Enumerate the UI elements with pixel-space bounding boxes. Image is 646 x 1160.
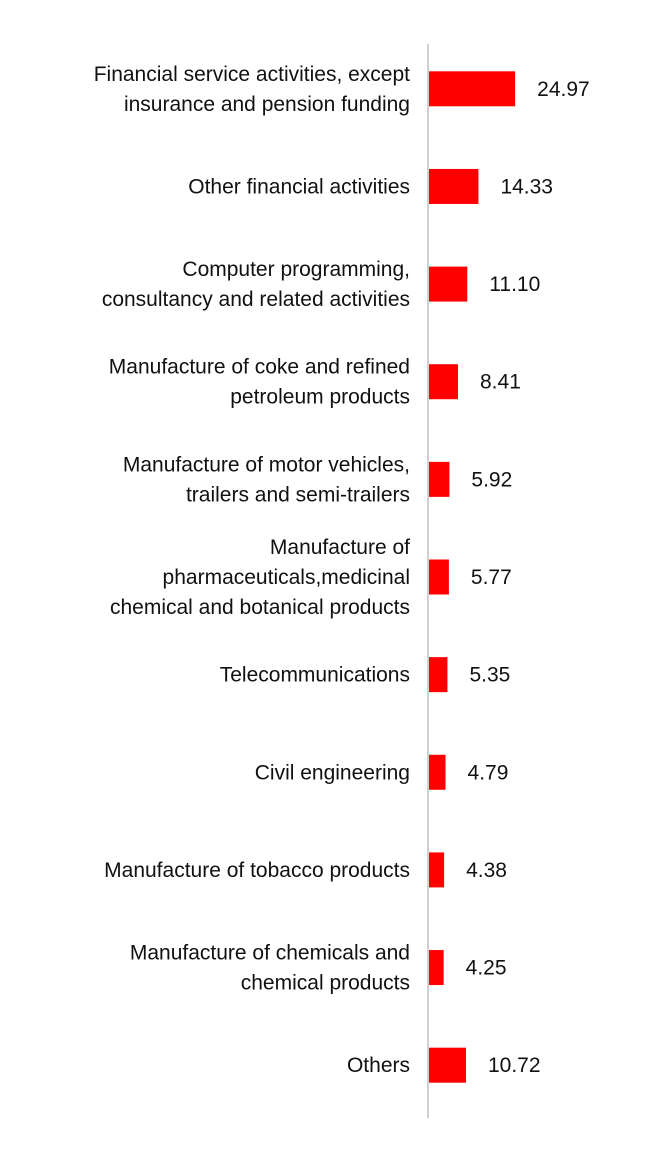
category-label: Telecommunications bbox=[220, 664, 410, 687]
value-label: 5.92 bbox=[471, 468, 512, 491]
value-label: 14.33 bbox=[500, 175, 553, 198]
bar bbox=[429, 168, 479, 204]
bar bbox=[429, 1047, 466, 1083]
category-label: insurance and pension funding bbox=[124, 93, 410, 116]
category-label: Civil engineering bbox=[255, 761, 410, 784]
bar bbox=[429, 754, 446, 790]
category-label: Manufacture of bbox=[270, 536, 410, 559]
bar bbox=[429, 852, 445, 888]
category-label: Manufacture of tobacco products bbox=[104, 859, 410, 882]
category-label: Other financial activities bbox=[188, 175, 410, 198]
category-label: Financial service activities, except bbox=[94, 63, 410, 86]
category-label: Manufacture of motor vehicles, bbox=[123, 453, 410, 476]
value-label: 4.25 bbox=[466, 957, 507, 980]
category-label: trailers and semi-trailers bbox=[186, 483, 410, 506]
category-label: Manufacture of chemicals and bbox=[130, 942, 410, 965]
category-label: pharmaceuticals,medicinal bbox=[163, 566, 410, 589]
bar bbox=[429, 71, 516, 107]
category-label: Computer programming, bbox=[182, 258, 410, 281]
bar bbox=[429, 461, 450, 497]
value-label: 11.10 bbox=[489, 273, 540, 296]
bar bbox=[429, 657, 448, 693]
bar bbox=[429, 364, 459, 400]
value-label: 4.79 bbox=[468, 761, 509, 784]
category-label: chemical and botanical products bbox=[110, 596, 410, 619]
value-label: 4.38 bbox=[466, 859, 507, 882]
category-label: Others bbox=[347, 1054, 410, 1077]
bar bbox=[429, 559, 449, 595]
value-label: 24.97 bbox=[537, 78, 590, 101]
value-label: 5.77 bbox=[471, 566, 512, 589]
value-label: 5.35 bbox=[469, 664, 510, 687]
category-label: chemical products bbox=[241, 972, 410, 995]
category-label: consultancy and related activities bbox=[102, 288, 410, 311]
category-label: petroleum products bbox=[230, 386, 410, 409]
bar bbox=[429, 950, 444, 986]
bar bbox=[429, 266, 468, 302]
value-label: 8.41 bbox=[480, 371, 521, 394]
category-label: Manufacture of coke and refined bbox=[109, 356, 410, 379]
value-label: 10.72 bbox=[488, 1054, 541, 1077]
